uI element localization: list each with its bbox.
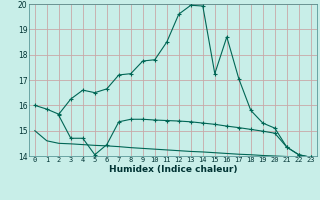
X-axis label: Humidex (Indice chaleur): Humidex (Indice chaleur): [108, 165, 237, 174]
